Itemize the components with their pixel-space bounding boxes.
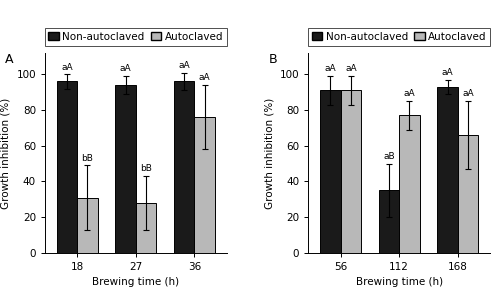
X-axis label: Brewing time (h): Brewing time (h) [92, 278, 180, 288]
Text: aA: aA [324, 64, 336, 74]
X-axis label: Brewing time (h): Brewing time (h) [356, 278, 442, 288]
Bar [320, 91, 340, 253]
Bar [438, 87, 458, 253]
Text: aA: aA [442, 68, 454, 77]
Bar [340, 91, 361, 253]
Bar [116, 85, 136, 253]
Bar [378, 191, 399, 253]
Legend: Non-autoclaved, Autoclaved: Non-autoclaved, Autoclaved [308, 29, 490, 46]
Text: aA: aA [120, 64, 132, 74]
Y-axis label: Growth inhibition (%): Growth inhibition (%) [264, 97, 274, 208]
Bar [136, 203, 156, 253]
Text: bB: bB [140, 164, 152, 173]
Bar [458, 135, 478, 253]
Text: B: B [268, 53, 277, 66]
Bar [77, 198, 98, 253]
Bar [174, 81, 195, 253]
Bar [194, 117, 215, 253]
Text: A: A [5, 53, 14, 66]
Text: aA: aA [345, 64, 356, 74]
Text: aA: aA [404, 89, 415, 98]
Bar [56, 81, 77, 253]
Y-axis label: Growth inhibition (%): Growth inhibition (%) [1, 97, 11, 208]
Text: aA: aA [462, 89, 474, 98]
Bar [399, 116, 419, 253]
Legend: Non-autoclaved, Autoclaved: Non-autoclaved, Autoclaved [44, 29, 227, 46]
Text: aB: aB [383, 152, 394, 161]
Text: bB: bB [82, 154, 94, 163]
Text: aA: aA [199, 74, 210, 82]
Text: aA: aA [178, 61, 190, 70]
Text: aA: aA [61, 63, 73, 72]
